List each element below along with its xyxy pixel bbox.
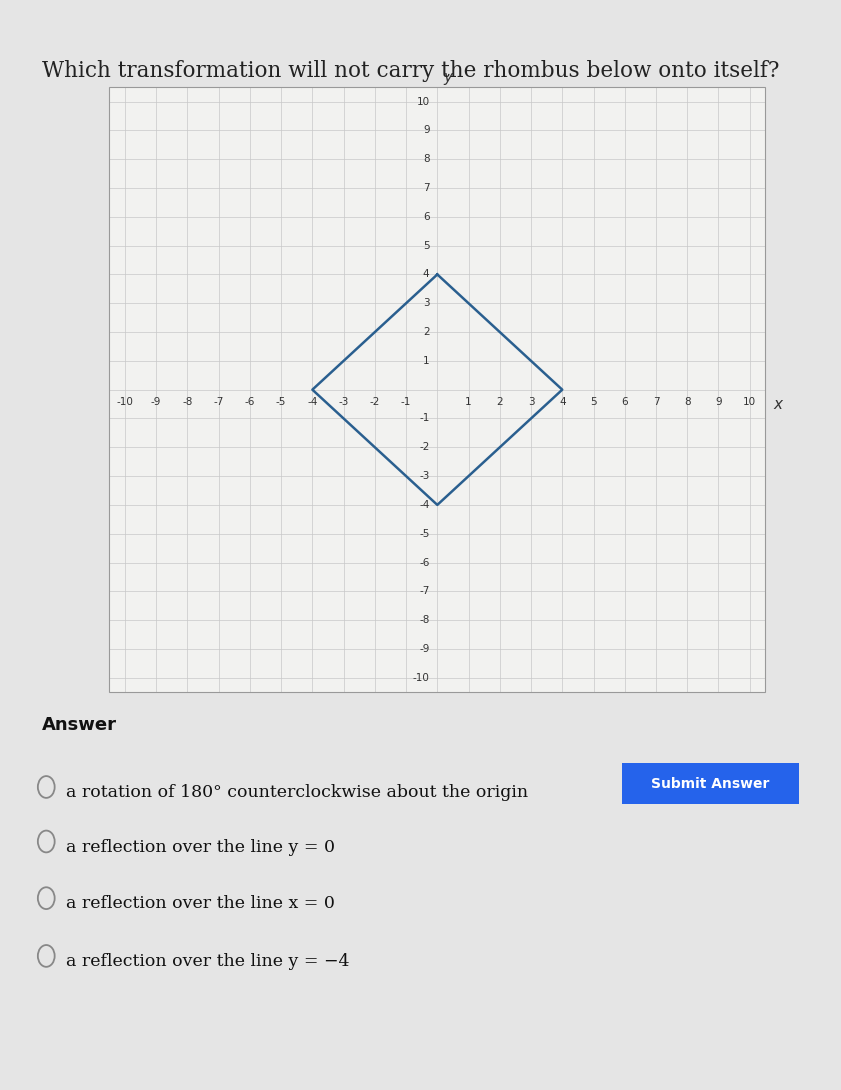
Text: 2: 2	[423, 327, 430, 337]
Text: 4: 4	[559, 397, 566, 407]
Text: Answer: Answer	[42, 716, 117, 735]
Text: 10: 10	[416, 97, 430, 107]
Text: 5: 5	[590, 397, 597, 407]
Text: 1: 1	[423, 355, 430, 366]
Text: x: x	[774, 397, 782, 412]
Text: -6: -6	[419, 557, 430, 568]
Text: Submit Answer: Submit Answer	[652, 777, 770, 790]
Text: 8: 8	[423, 154, 430, 165]
Text: a reflection over the line y = 0: a reflection over the line y = 0	[66, 838, 335, 856]
Text: 3: 3	[423, 299, 430, 308]
Text: -4: -4	[307, 397, 318, 407]
Text: -5: -5	[419, 529, 430, 538]
Text: -5: -5	[276, 397, 286, 407]
Text: -8: -8	[419, 615, 430, 626]
Text: -9: -9	[151, 397, 161, 407]
Text: -2: -2	[370, 397, 380, 407]
Text: -8: -8	[182, 397, 193, 407]
Text: a reflection over the line x = 0: a reflection over the line x = 0	[66, 895, 335, 912]
Text: 3: 3	[527, 397, 534, 407]
Text: a rotation of 180° counterclockwise about the origin: a rotation of 180° counterclockwise abou…	[66, 784, 527, 801]
Text: 7: 7	[653, 397, 659, 407]
Text: -4: -4	[419, 500, 430, 510]
Text: -9: -9	[419, 644, 430, 654]
Text: 2: 2	[496, 397, 503, 407]
Text: -7: -7	[419, 586, 430, 596]
Text: -10: -10	[413, 673, 430, 682]
Text: 9: 9	[423, 125, 430, 135]
Text: 10: 10	[743, 397, 756, 407]
Text: -1: -1	[401, 397, 411, 407]
Text: -7: -7	[214, 397, 224, 407]
Text: 8: 8	[684, 397, 690, 407]
Bar	[109, 87, 765, 692]
Text: 4: 4	[423, 269, 430, 279]
Text: -10: -10	[117, 397, 134, 407]
Text: 5: 5	[423, 241, 430, 251]
Text: a reflection over the line y = −4: a reflection over the line y = −4	[66, 953, 349, 970]
Text: -1: -1	[419, 413, 430, 424]
Text: 6: 6	[621, 397, 628, 407]
Text: y: y	[444, 70, 452, 85]
Text: Which transformation will not carry the rhombus below onto itself?: Which transformation will not carry the …	[42, 60, 780, 82]
Text: -3: -3	[419, 471, 430, 481]
Text: 9: 9	[715, 397, 722, 407]
Text: 6: 6	[423, 211, 430, 222]
Text: -3: -3	[338, 397, 349, 407]
Text: 1: 1	[465, 397, 472, 407]
Text: 7: 7	[423, 183, 430, 193]
Text: -6: -6	[245, 397, 255, 407]
Text: -2: -2	[419, 443, 430, 452]
